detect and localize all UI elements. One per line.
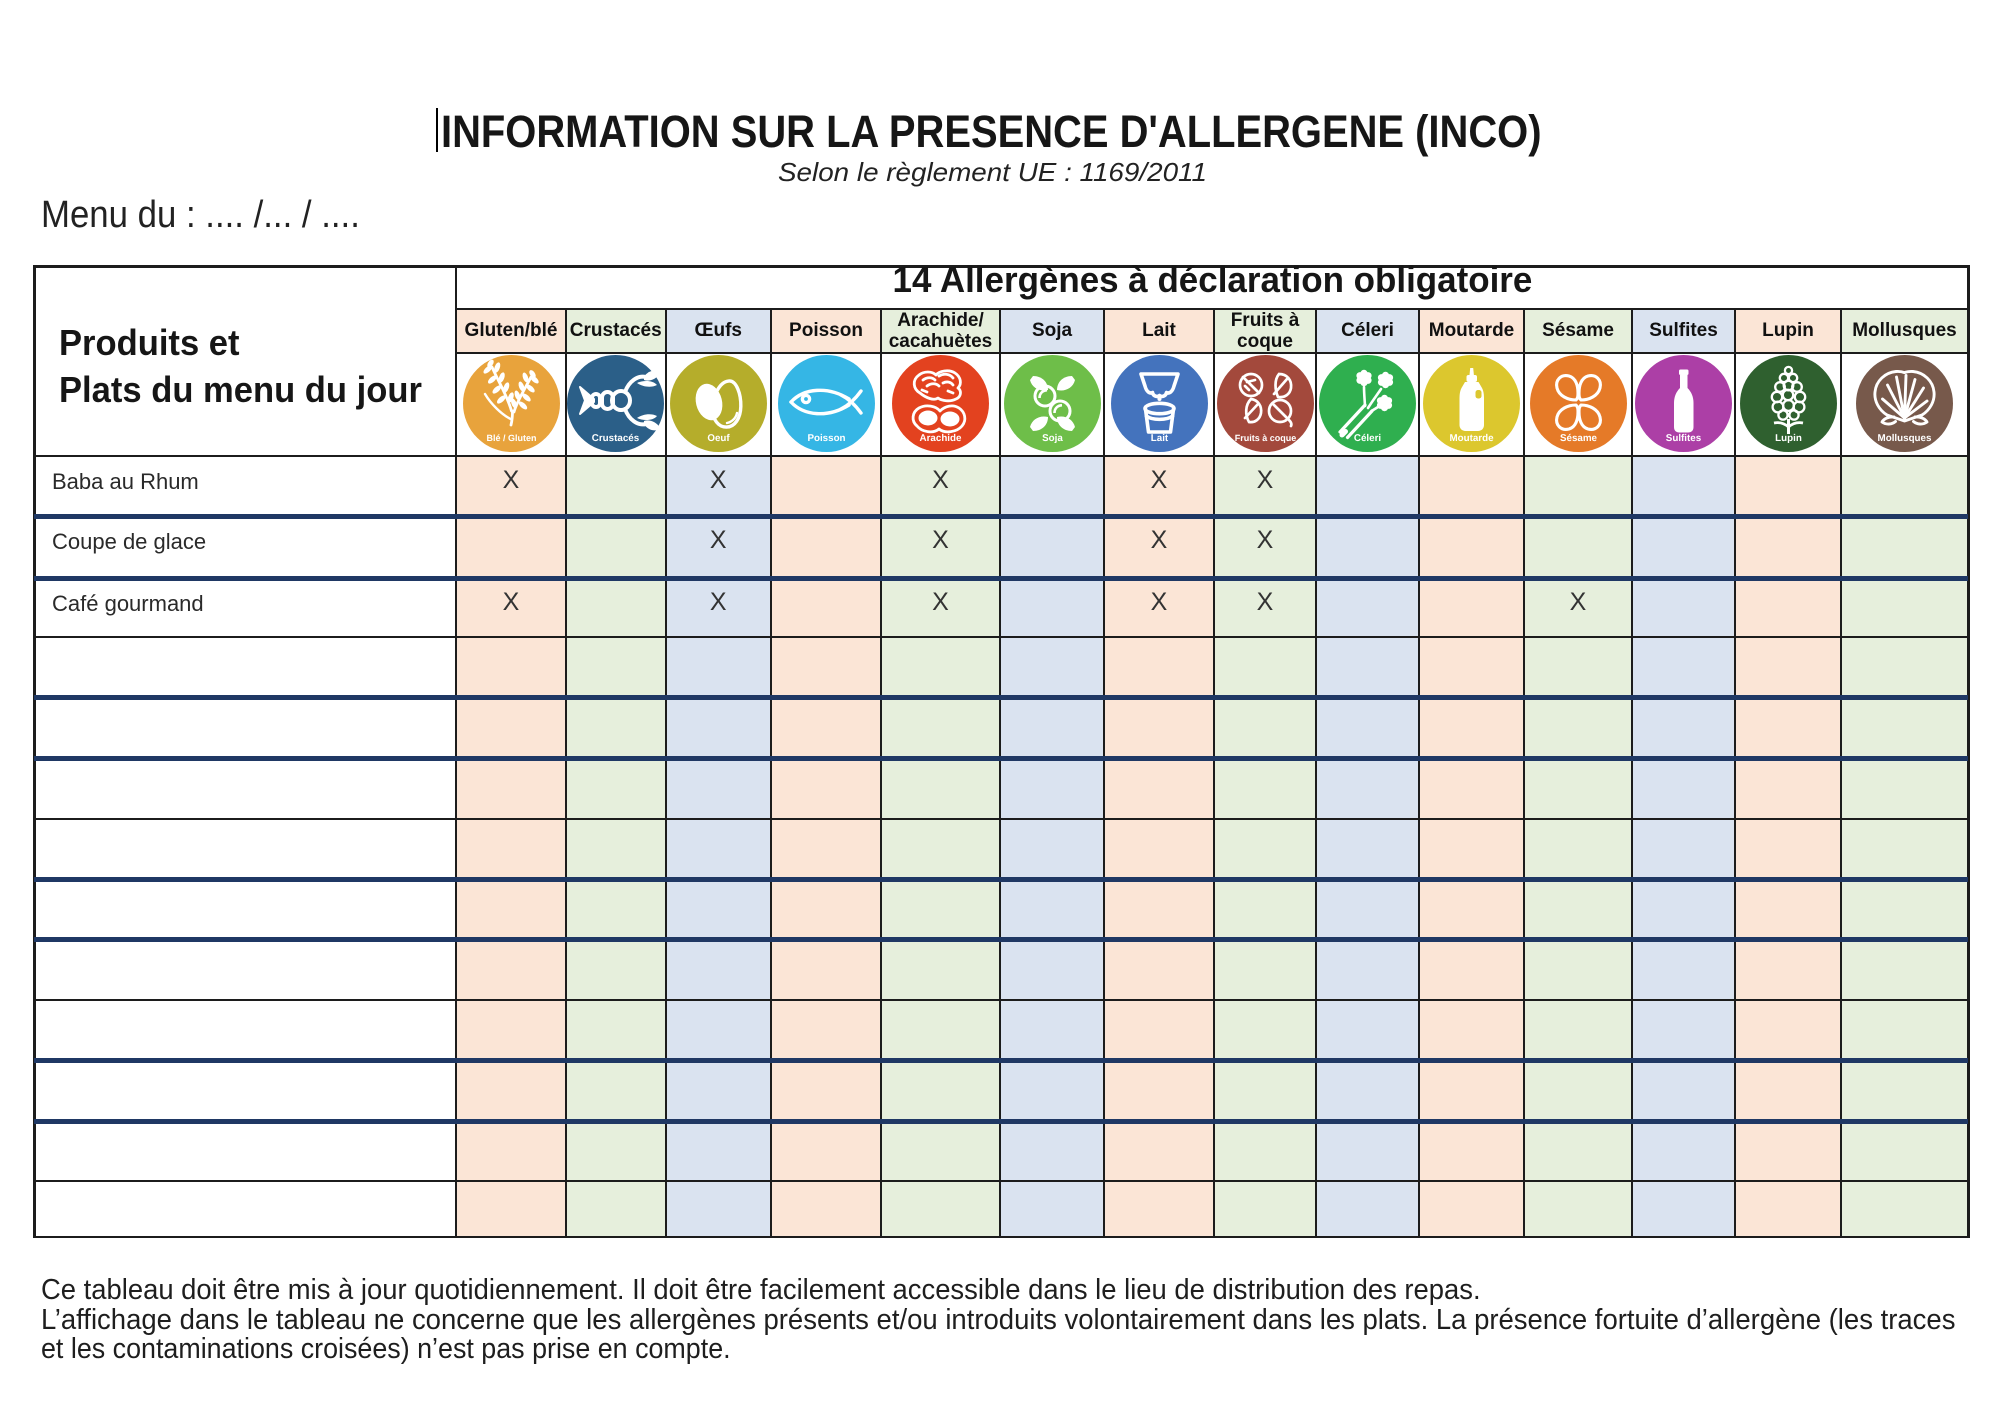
svg-text:Oeuf: Oeuf xyxy=(707,433,730,444)
svg-text:Poisson: Poisson xyxy=(807,433,845,444)
svg-text:Soja: Soja xyxy=(1042,433,1063,444)
svg-text:Arachide: Arachide xyxy=(920,433,962,444)
svg-text:Moutarde: Moutarde xyxy=(1449,433,1494,444)
svg-text:Céleri: Céleri xyxy=(1354,433,1382,444)
svg-text:Sulfites: Sulfites xyxy=(1666,433,1702,444)
svg-text:Lupin: Lupin xyxy=(1775,433,1802,444)
svg-text:Blé / Gluten: Blé / Gluten xyxy=(486,433,536,443)
svg-text:Fruits à coque: Fruits à coque xyxy=(1234,433,1296,443)
svg-text:Lait: Lait xyxy=(1150,433,1168,444)
svg-text:Crustacés: Crustacés xyxy=(592,433,640,444)
svg-text:Sésame: Sésame xyxy=(1559,433,1597,444)
svg-text:Mollusques: Mollusques xyxy=(1878,433,1932,444)
